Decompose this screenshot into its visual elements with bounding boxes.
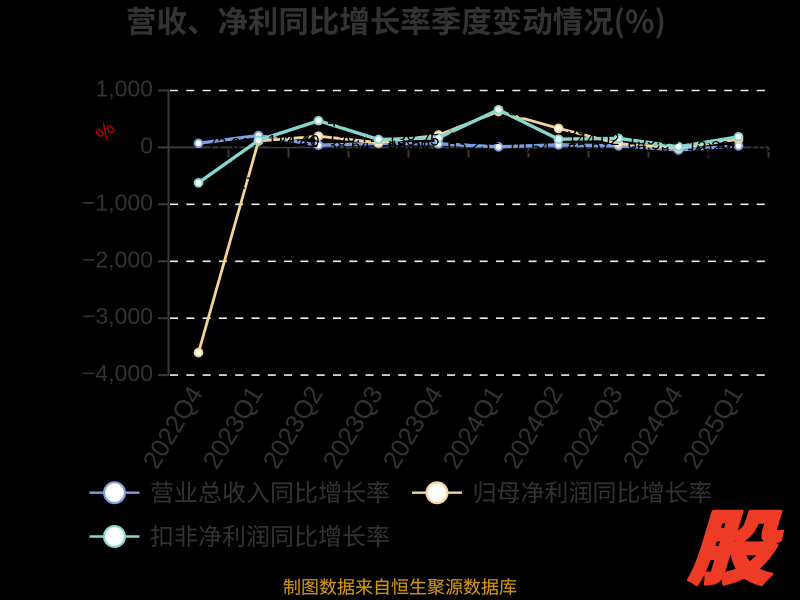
svg-text:−4,000: −4,000 — [82, 360, 153, 386]
svg-text:124.70: 124.70 — [268, 131, 320, 150]
svg-text:-3604.11: -3604.11 — [208, 344, 274, 363]
svg-text:159.83: 159.83 — [628, 129, 680, 148]
svg-text:138.75: 138.75 — [388, 131, 440, 150]
svg-text:217.79: 217.79 — [448, 126, 500, 145]
svg-text:−1,000: −1,000 — [82, 189, 153, 215]
svg-text:12.29: 12.29 — [688, 138, 731, 157]
svg-text:468.96: 468.96 — [328, 112, 380, 131]
svg-text:112.41: 112.41 — [268, 132, 319, 151]
svg-text:−2,000: −2,000 — [82, 246, 153, 272]
svg-text:0: 0 — [140, 132, 153, 158]
svg-text:142.27: 142.27 — [748, 130, 800, 149]
svg-text:1,000: 1,000 — [95, 76, 153, 102]
svg-text:662.16: 662.16 — [508, 101, 560, 120]
svg-text:72.01: 72.01 — [208, 134, 251, 153]
svg-text:63.23: 63.23 — [448, 135, 491, 154]
svg-text:-621.76: -621.76 — [208, 174, 266, 193]
svg-text:186.18: 186.18 — [748, 128, 800, 147]
svg-text:144.02: 144.02 — [568, 130, 620, 149]
svg-text:196.72: 196.72 — [328, 127, 380, 146]
svg-text:10.54: 10.54 — [508, 138, 551, 157]
svg-text:630.54: 630.54 — [508, 103, 560, 122]
svg-text:209.01: 209.01 — [268, 127, 320, 146]
svg-text:168.61: 168.61 — [448, 129, 500, 148]
svg-text:335.47: 335.47 — [568, 119, 620, 138]
svg-text:−3,000: −3,000 — [82, 303, 153, 329]
svg-text:28.10: 28.10 — [748, 137, 791, 156]
